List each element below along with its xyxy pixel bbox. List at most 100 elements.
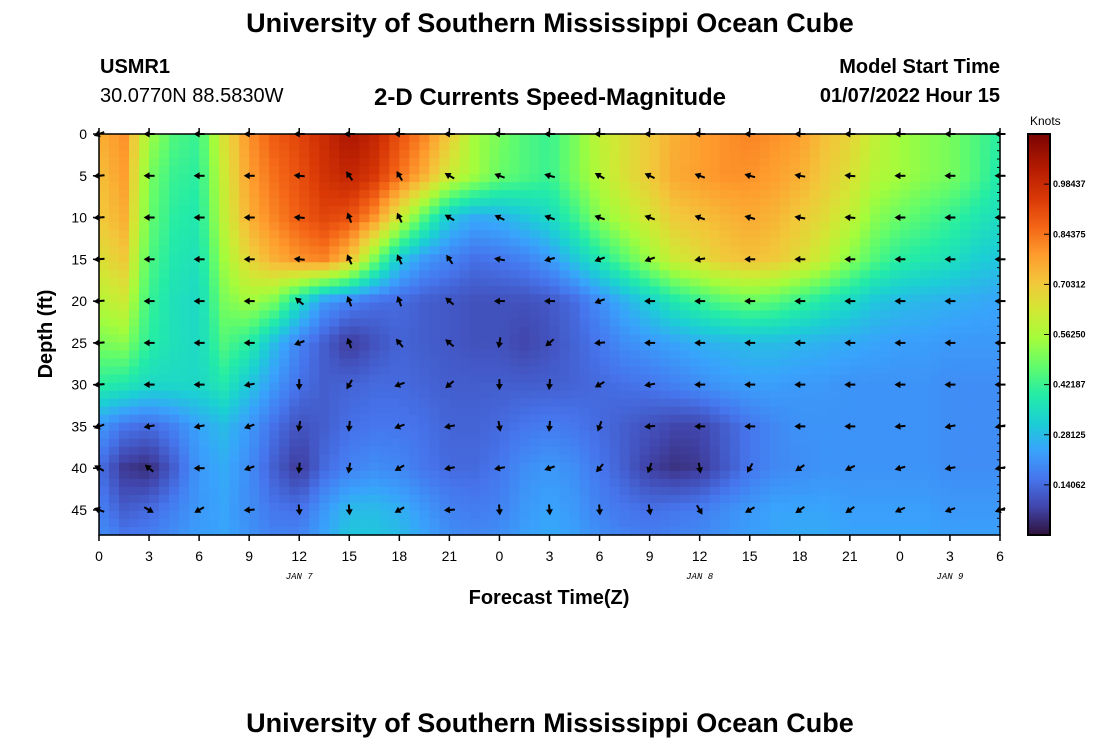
heatmap-cell	[349, 478, 360, 488]
heatmap-cell	[439, 390, 450, 400]
heatmap-cell	[529, 222, 541, 231]
current-vector-arrow	[844, 297, 856, 305]
heatmap-cell	[159, 166, 170, 175]
heatmap-cell	[279, 502, 290, 512]
heatmap-cell	[649, 238, 661, 247]
heatmap-cell	[219, 302, 230, 312]
heatmap-cell	[979, 446, 991, 456]
heatmap-cell	[509, 310, 521, 320]
heatmap-cell	[839, 206, 851, 215]
heatmap-cell	[859, 206, 871, 215]
heatmap-cell	[919, 510, 931, 520]
heatmap-cell	[599, 230, 611, 239]
current-vector-arrow	[894, 381, 906, 389]
heatmap-cell	[789, 398, 801, 408]
heatmap-cell	[409, 486, 420, 496]
heatmap-cell	[949, 398, 961, 408]
heatmap-cell	[239, 166, 250, 175]
heatmap-cell	[309, 358, 320, 368]
heatmap-cell	[939, 262, 951, 271]
heatmap-cell	[129, 174, 140, 183]
heatmap-cell	[469, 206, 481, 215]
heatmap-cell	[319, 470, 330, 480]
heatmap-cell	[779, 238, 791, 247]
heatmap-cell	[329, 406, 340, 416]
heatmap-cell	[259, 414, 270, 424]
heatmap-cell	[479, 334, 491, 344]
heatmap-cell	[789, 438, 801, 448]
heatmap-cell	[699, 150, 711, 159]
heatmap-cell	[269, 382, 280, 392]
heatmap-cell	[249, 358, 260, 368]
heatmap-cell	[299, 342, 310, 352]
heatmap-cell	[269, 510, 280, 520]
heatmap-cell	[459, 446, 471, 456]
heatmap-cell	[109, 262, 120, 271]
current-vector-arrow	[644, 214, 656, 221]
heatmap-cell	[119, 414, 130, 424]
heatmap-cell	[269, 206, 280, 215]
heatmap-cell	[129, 398, 140, 408]
heatmap-cell	[389, 278, 400, 287]
heatmap-cell	[159, 486, 170, 496]
heatmap-cell	[429, 198, 440, 207]
heatmap-cell	[359, 150, 370, 159]
heatmap-cell	[989, 238, 1001, 247]
heatmap-cell	[769, 254, 781, 263]
heatmap-cell	[819, 254, 831, 263]
heatmap-cell	[249, 238, 260, 247]
heatmap-cell	[559, 198, 571, 207]
heatmap-cell	[499, 238, 511, 247]
heatmap-cell	[929, 334, 941, 344]
heatmap-cell	[959, 486, 971, 496]
heatmap-cell	[719, 398, 731, 408]
heatmap-cell	[129, 230, 140, 239]
heatmap-cell	[259, 366, 270, 376]
heatmap-cell	[849, 398, 861, 408]
heatmap-cell	[489, 286, 501, 295]
heatmap-cell	[509, 222, 521, 231]
heatmap-cell	[429, 358, 440, 368]
heatmap-cell	[319, 422, 330, 432]
heatmap-cell	[549, 390, 561, 400]
heatmap-cell	[759, 326, 771, 336]
heatmap-cell	[229, 182, 240, 191]
heatmap-cell	[589, 422, 601, 432]
heatmap-cell	[189, 142, 200, 151]
current-vector-arrow	[346, 337, 353, 349]
heatmap-cell	[499, 190, 511, 199]
heatmap-cell	[909, 142, 921, 151]
heatmap-cell	[149, 366, 160, 376]
heatmap-cell	[329, 438, 340, 448]
heatmap-cell	[369, 302, 380, 312]
heatmap-cell	[559, 262, 571, 271]
heatmap-cell	[669, 254, 681, 263]
heatmap-cell	[199, 374, 210, 384]
heatmap-cell	[989, 246, 1001, 255]
heatmap-cell	[219, 214, 230, 223]
heatmap-cell	[149, 142, 160, 151]
heatmap-cell	[379, 302, 390, 312]
heatmap-cell	[509, 214, 521, 223]
heatmap-cell	[759, 366, 771, 376]
heatmap-cell	[179, 478, 190, 488]
heatmap-cell	[209, 430, 220, 440]
heatmap-cell	[549, 358, 561, 368]
heatmap-cell	[139, 246, 150, 255]
heatmap-cell	[829, 518, 841, 528]
current-vector-arrow	[294, 339, 305, 346]
heatmap-cell	[699, 134, 711, 143]
heatmap-cell	[859, 302, 871, 312]
heatmap-cell	[979, 190, 991, 199]
heatmap-cell	[739, 238, 751, 247]
heatmap-cell	[149, 462, 160, 472]
heatmap-cell	[469, 286, 481, 295]
heatmap-cell	[949, 374, 961, 384]
current-vector-arrow	[694, 297, 706, 305]
heatmap-cell	[279, 134, 290, 143]
heatmap-cell	[99, 478, 110, 488]
heatmap-cell	[869, 414, 881, 424]
heatmap-cell	[109, 302, 120, 312]
heatmap-cell	[499, 254, 511, 263]
heatmap-cell	[419, 182, 430, 191]
